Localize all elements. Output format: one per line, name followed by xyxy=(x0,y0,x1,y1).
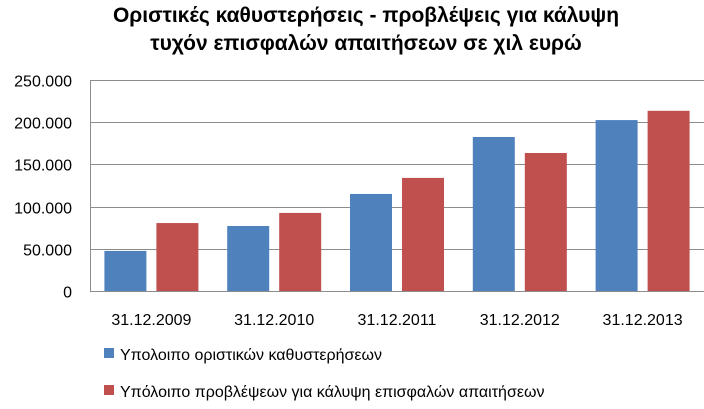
y-tick-label: 250.000 xyxy=(14,74,72,91)
x-tick-label: 31.12.2012 xyxy=(480,312,560,329)
legend-label: Υπόλοιπο προβλέψεων για κάλυψη επισφαλών… xyxy=(120,384,544,401)
y-tick-label: 50.000 xyxy=(23,243,72,260)
x-tick-label: 31.12.2009 xyxy=(111,312,191,329)
bar xyxy=(472,136,515,291)
bar xyxy=(156,223,199,291)
bar xyxy=(227,226,270,291)
x-tick-label: 31.12.2011 xyxy=(358,312,437,329)
bar xyxy=(104,250,147,291)
legend-swatch xyxy=(104,385,114,395)
y-tick-label: 150.000 xyxy=(14,158,72,175)
bar xyxy=(595,120,638,291)
chart-title-line-1: Οριστικές καθυστερήσεις - προβλέψεις για… xyxy=(113,4,619,27)
bars xyxy=(104,110,690,291)
bar xyxy=(524,153,567,291)
x-axis-labels: 31.12.2009 31.12.2010 31.12.2011 31.12.2012… xyxy=(111,312,682,329)
bar xyxy=(647,110,690,291)
y-axis: 0 50.000 100.000 150.000 200.000 250.000 xyxy=(14,74,91,302)
bar xyxy=(402,177,444,291)
y-tick-label: 0 xyxy=(63,285,72,302)
y-tick-label: 100.000 xyxy=(14,201,72,218)
bar xyxy=(350,193,392,291)
y-tick-label: 200.000 xyxy=(14,116,72,133)
bar xyxy=(279,212,322,291)
chart-title-line-2: τυχόν επισφαλών απαιτήσεων σε χιλ ευρώ xyxy=(150,32,582,55)
legend: Υπολοιπο οριστικών καθυστερήσεων Υπόλοιπο… xyxy=(104,347,544,401)
legend-swatch xyxy=(104,348,114,358)
x-tick-label: 31.12.2013 xyxy=(603,312,683,329)
x-tick-label: 31.12.2010 xyxy=(234,312,314,329)
legend-label: Υπολοιπο οριστικών καθυστερήσεων xyxy=(120,347,382,364)
